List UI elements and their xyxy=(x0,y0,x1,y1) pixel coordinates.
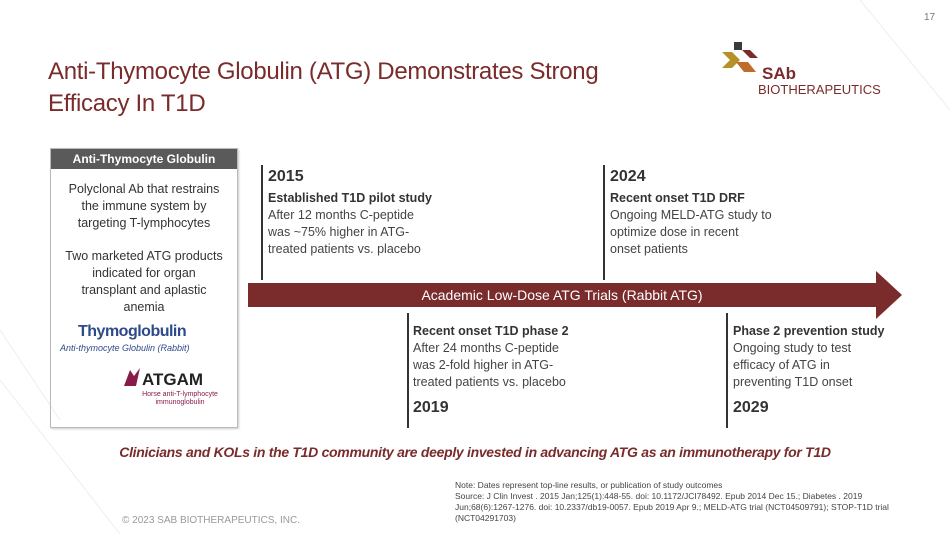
event-year: 2015 xyxy=(268,168,304,185)
text-line: optimize dose in recent xyxy=(610,225,739,239)
event-title: Phase 2 prevention study xyxy=(733,324,885,338)
event-title: Recent onset T1D DRF xyxy=(610,191,745,205)
text-line: efficacy of ATG in xyxy=(733,358,830,372)
logo-icon xyxy=(722,42,758,72)
text-line: Horse anti-T-lymphocyte xyxy=(142,391,218,398)
timeline-arrow xyxy=(248,271,902,319)
sidebar-paragraph: Two marketed ATG products indicated for … xyxy=(51,248,237,316)
text-line: Note: Dates represent top-line results, … xyxy=(455,480,723,490)
page-number: 17 xyxy=(924,12,936,23)
text-line: the immune system by xyxy=(81,199,207,213)
sidebar: Anti-Thymocyte Globulin Polyclonal Ab th… xyxy=(50,148,238,428)
text-line: treated patients vs. placebo xyxy=(413,375,566,389)
sidebar-title: Anti-Thymocyte Globulin xyxy=(51,149,237,169)
event-year: 2019 xyxy=(413,399,449,416)
takeaway: Clinicians and KOLs in the T1D community… xyxy=(119,444,831,460)
text-line: Ongoing study to test xyxy=(733,341,852,355)
text-line: was 2-fold higher in ATG- xyxy=(413,358,554,372)
event-title: Recent onset T1D phase 2 xyxy=(413,324,569,338)
text-line: onset patients xyxy=(610,242,688,256)
note: Note: Dates represent top-line results, … xyxy=(455,480,889,524)
text-line: Source: J Clin Invest . 2015 Jan;125(1):… xyxy=(455,491,863,501)
timeline-event: 2015 Established T1D pilot study After 1… xyxy=(268,168,432,258)
footer: © 2023 SAB BIOTHERAPEUTICS, INC. xyxy=(122,515,300,526)
sidebar-paragraph: Polyclonal Ab that restrains the immune … xyxy=(51,181,237,232)
text-line: targeting T-lymphocytes xyxy=(77,216,211,230)
text-line: Ongoing MELD-ATG study to xyxy=(610,208,772,222)
timeline-event: Phase 2 prevention study Ongoing study t… xyxy=(733,323,884,416)
text-line: treated patients vs. placebo xyxy=(268,242,421,256)
text-line: After 12 months C-peptide xyxy=(268,208,414,222)
timeline-tick xyxy=(407,313,409,428)
timeline-label: Academic Low-Dose ATG Trials (Rabbit ATG… xyxy=(421,287,703,303)
text-line: Two marketed ATG products xyxy=(65,249,223,263)
event-year: 2029 xyxy=(733,399,769,416)
event-year: 2024 xyxy=(610,168,646,185)
text-line: Polyclonal Ab that restrains xyxy=(68,182,220,196)
text-line: After 24 months C-peptide xyxy=(413,341,559,355)
product-name: ATGAM xyxy=(142,370,204,389)
atgam-icon xyxy=(124,368,140,386)
timeline-event: Recent onset T1D phase 2 After 24 months… xyxy=(413,323,569,416)
product-name: Thymoglobulin xyxy=(78,323,187,340)
logo-name: BIOTHERAPEUTICS xyxy=(758,82,881,97)
text-line: preventing T1D onset xyxy=(733,375,853,389)
timeline-tick xyxy=(726,313,728,428)
timeline-tick xyxy=(603,165,605,280)
event-title: Established T1D pilot study xyxy=(268,191,432,205)
text-line: immunoglobulin xyxy=(155,399,205,406)
timeline-event: 2024 Recent onset T1D DRF Ongoing MELD-A… xyxy=(610,168,772,258)
text-line: was ~75% higher in ATG- xyxy=(268,225,410,239)
text-line: anemia xyxy=(123,300,165,314)
text-line: indicated for organ xyxy=(92,266,196,280)
timeline-tick xyxy=(261,165,263,280)
slide-title: Anti-Thymocyte Globulin (ATG) Demonstrat… xyxy=(48,58,599,85)
text-line: transplant and aplastic xyxy=(81,283,207,297)
text-line: (NCT04291703) xyxy=(455,513,516,523)
text-line: Jun;68(6):1267-1276. doi: 10.2337/db19-0… xyxy=(455,502,889,512)
slide-title: Efficacy In T1D xyxy=(48,90,206,117)
logo-mark: SAb xyxy=(762,64,796,83)
product-subtitle: Anti-thymocyte Globulin (Rabbit) xyxy=(60,343,190,353)
product-subtitle: Horse anti-T-lymphocyte immunoglobulin xyxy=(140,391,220,407)
